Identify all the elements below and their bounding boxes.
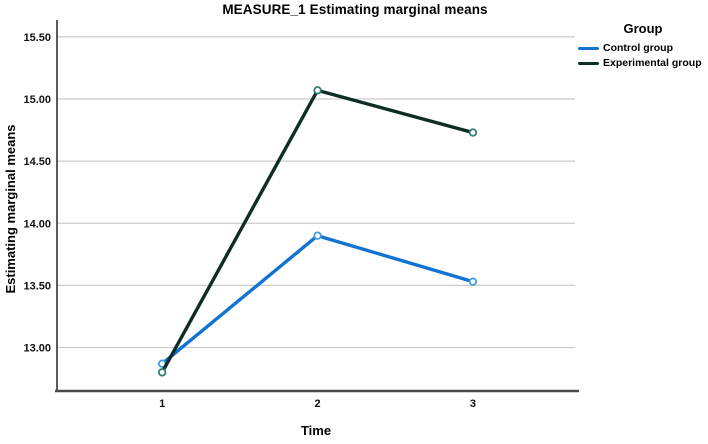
legend-title: Group bbox=[623, 21, 663, 36]
data-point-experimental-group bbox=[313, 86, 322, 95]
legend-swatch-control-group bbox=[578, 46, 599, 50]
chart-title: MEASURE_1 Estimating marginal means bbox=[222, 2, 488, 17]
legend-items: Control group Experimental group bbox=[578, 42, 708, 69]
legend: Group Control group Experimental group bbox=[578, 21, 708, 72]
series-line-control-group bbox=[160, 233, 475, 366]
y-tick-label: 15.00 bbox=[23, 94, 51, 106]
y-tick-label: 15.50 bbox=[23, 32, 51, 44]
data-point-control-group bbox=[468, 277, 478, 286]
y-tick-label: 13.00 bbox=[23, 343, 51, 355]
series-line-experimental-group bbox=[160, 88, 475, 375]
data-point-control-group bbox=[313, 231, 322, 240]
x-tick-label: 2 bbox=[314, 398, 320, 410]
data-point-experimental-group bbox=[157, 368, 167, 377]
data-point-experimental-group bbox=[468, 128, 478, 137]
legend-swatch-experimental-group bbox=[578, 61, 599, 65]
x-axis-title: Time bbox=[300, 423, 332, 438]
x-tick-label: 3 bbox=[470, 398, 476, 410]
legend-label-control-group: Control group bbox=[603, 42, 673, 54]
legend-item-control-group: Control group bbox=[578, 42, 708, 54]
legend-item-experimental-group: Experimental group bbox=[578, 57, 708, 69]
legend-label-experimental-group: Experimental group bbox=[603, 57, 702, 69]
y-tick-label: 14.00 bbox=[23, 218, 51, 230]
y-tick-label: 13.50 bbox=[23, 280, 51, 292]
x-tick-label: 1 bbox=[159, 398, 165, 410]
y-tick-label: 14.50 bbox=[23, 156, 51, 168]
